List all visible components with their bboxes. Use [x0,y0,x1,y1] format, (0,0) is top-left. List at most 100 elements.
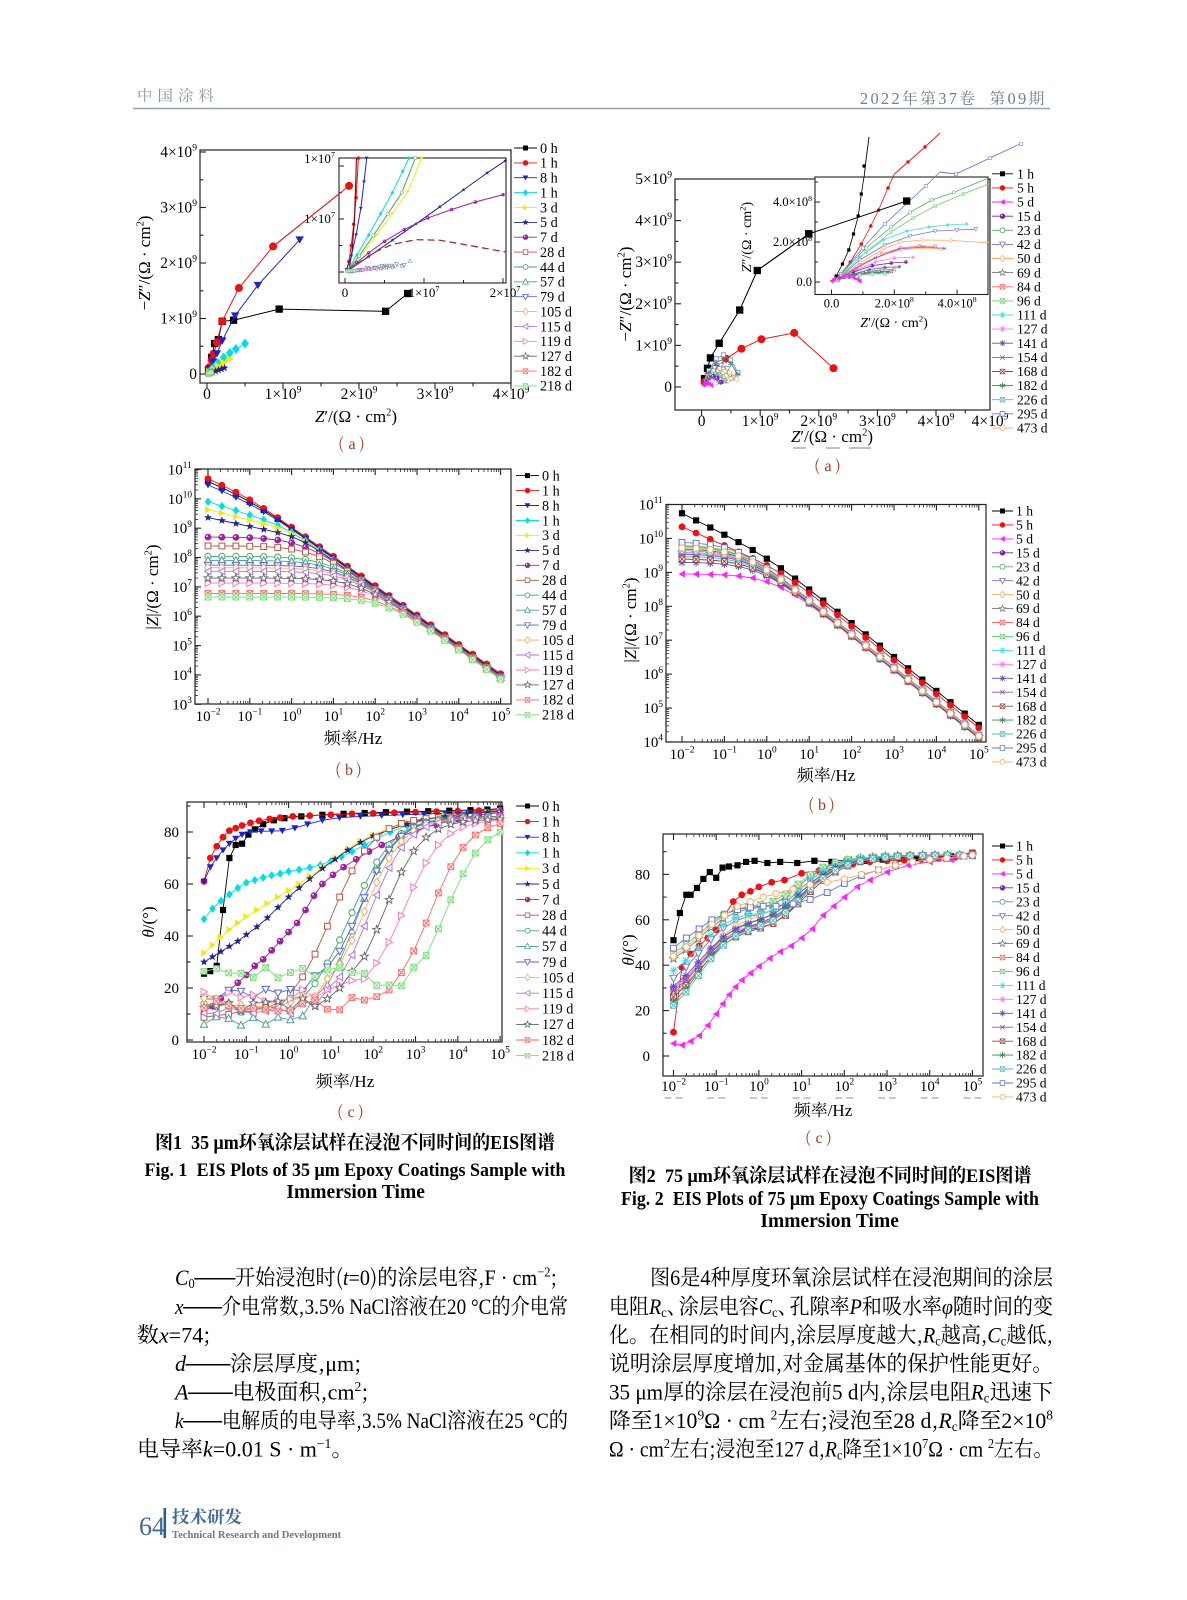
svg-text:0 h: 0 h [540,141,558,157]
svg-text:75 μm: 75 μm [665,1165,713,1187]
svg-text:127 d: 127 d [542,678,574,694]
svg-text:127 d: 127 d [775,1436,820,1461]
svg-text:): ) [621,577,640,583]
svg-text:R: R [824,1436,837,1461]
svg-text:/(: /( [804,427,815,446]
svg-text:295 d: 295 d [1016,1076,1047,1091]
svg-text:4×10: 4×10 [972,413,1004,430]
svg-text:28 d: 28 d [542,573,567,589]
svg-text:8: 8 [910,295,914,304]
svg-text:μm: μm [325,1351,354,1376]
svg-text:c: c [935,1333,941,1349]
svg-text:10: 10 [842,747,857,763]
svg-text:28 d: 28 d [542,908,567,924]
svg-text:8: 8 [1046,1408,1053,1423]
svg-text:44 d: 44 d [542,924,567,940]
svg-text:1×10: 1×10 [160,311,192,328]
svg-text:0: 0 [297,708,302,718]
svg-text:4: 4 [187,667,192,677]
svg-text:/Hz: /Hz [828,1101,853,1120]
svg-text:|: | [621,659,640,662]
svg-text:′: ′ [868,316,871,331]
svg-text:10: 10 [643,667,658,683]
svg-text:1 h: 1 h [542,513,560,529]
svg-text:P: P [849,1294,862,1319]
svg-text:69 d: 69 d [1017,265,1041,280]
svg-text:c: c [772,1304,778,1320]
svg-text:60: 60 [635,913,650,929]
svg-text:10: 10 [448,1047,463,1063]
svg-text:44 d: 44 d [540,260,565,276]
svg-text:Z: Z [621,649,640,659]
svg-text:EIS: EIS [966,1165,995,1187]
svg-text:4: 4 [700,1265,711,1290]
svg-text:5 d: 5 d [1016,867,1033,882]
svg-text:c: c [661,1304,667,1320]
svg-text:9: 9 [525,385,530,396]
svg-text:10: 10 [449,709,464,725]
svg-text:9: 9 [373,385,378,396]
svg-text:−: − [616,332,635,342]
svg-text:Z: Z [791,427,801,446]
svg-text:Z: Z [740,264,755,272]
svg-text:Z: Z [315,407,325,426]
svg-text:9: 9 [950,412,955,423]
svg-text:=74: =74 [169,1323,203,1348]
svg-text:F · cm: F · cm [485,1265,538,1290]
svg-text:154 d: 154 d [1016,685,1047,700]
svg-text:0: 0 [871,89,879,108]
svg-text:9: 9 [667,211,672,222]
svg-text:10: 10 [365,709,380,725]
svg-text:10: 10 [172,609,187,625]
svg-text:1: 1 [336,1046,341,1056]
svg-text:5: 5 [658,700,663,710]
svg-text:/(°): /(°) [619,934,638,957]
svg-text:R: R [938,1409,952,1433]
svg-text:8 h: 8 h [542,498,560,514]
svg-text:28 d: 28 d [893,1409,931,1433]
svg-text:295 d: 295 d [1017,407,1048,422]
svg-text:10: 10 [639,498,654,514]
svg-text:−2: −2 [207,1046,217,1056]
svg-text:10: 10 [712,747,727,763]
svg-text:10: 10 [168,463,183,479]
svg-text:−2: −2 [537,1264,550,1280]
svg-text:7: 7 [516,285,520,294]
svg-text:42 d: 42 d [1017,237,1041,252]
svg-text:10: 10 [704,1079,719,1095]
svg-text:10: 10 [172,639,187,655]
svg-text:80: 80 [164,825,179,841]
svg-text:2×10: 2×10 [635,296,667,313]
svg-text:25 °C: 25 °C [504,1410,548,1433]
svg-text:″: ″ [135,284,154,291]
svg-text:/Hz: /Hz [358,729,383,748]
svg-text:10: 10 [670,747,685,763]
svg-text:0: 0 [188,1275,195,1291]
svg-text:c: c [815,1130,822,1147]
svg-text:=0.01 S · m: =0.01 S · m [213,1437,317,1462]
svg-text:2: 2 [136,221,147,226]
svg-text:5 h: 5 h [1016,853,1033,868]
svg-text:60: 60 [164,877,179,893]
svg-text:57 d: 57 d [542,939,567,955]
svg-text:218 d: 218 d [540,379,572,395]
svg-text:2: 2 [378,1046,383,1056]
svg-text:2: 2 [647,1165,656,1187]
svg-text:4: 4 [942,746,947,756]
svg-text:105 d: 105 d [540,304,572,320]
svg-text:4.0×10: 4.0×10 [773,195,808,209]
svg-text:7: 7 [949,89,957,108]
svg-text:15 d: 15 d [1016,545,1040,560]
svg-text:): ) [135,216,154,222]
svg-text:=0: =0 [349,1265,370,1290]
svg-text:1: 1 [173,1132,182,1154]
svg-text:182 d: 182 d [1017,378,1048,393]
svg-text:10: 10 [877,1079,892,1095]
svg-text:7: 7 [187,579,192,589]
svg-text:c: c [984,1390,990,1405]
svg-text:4: 4 [464,708,469,718]
svg-text:9: 9 [667,336,672,347]
svg-text:473 d: 473 d [1017,421,1048,436]
svg-text:2: 2 [622,583,633,588]
svg-text:2.0×10: 2.0×10 [773,235,808,249]
